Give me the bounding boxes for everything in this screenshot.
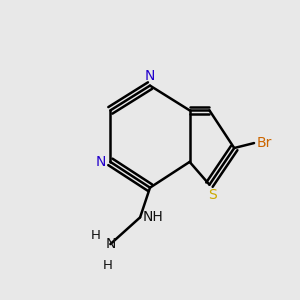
- Text: H: H: [91, 229, 100, 242]
- Text: NH: NH: [143, 210, 164, 224]
- Text: Br: Br: [257, 136, 272, 150]
- Text: N: N: [145, 69, 155, 82]
- Text: H: H: [103, 259, 112, 272]
- Text: S: S: [208, 188, 217, 202]
- Text: N: N: [105, 237, 116, 251]
- Text: N: N: [95, 155, 106, 169]
